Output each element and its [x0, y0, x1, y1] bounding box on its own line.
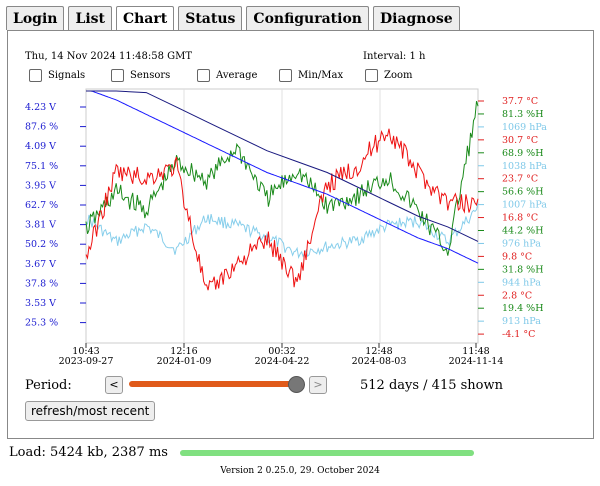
- period-prev-button[interactable]: <: [105, 376, 123, 394]
- left-axis-label: 37.8 %: [25, 278, 58, 289]
- version-info: Version 2 0.25.0, 29. October 2024: [220, 466, 380, 476]
- option-minmax-label: Min/Max: [298, 70, 344, 81]
- zoom-checkbox[interactable]: [365, 69, 378, 82]
- refresh-button[interactable]: refresh/most recent: [25, 401, 156, 421]
- option-average-label: Average: [216, 70, 258, 81]
- left-axis-label: 50.2 %: [25, 239, 58, 250]
- minmax-checkbox[interactable]: [279, 69, 292, 82]
- right-axis-label: 30.7 °C: [502, 135, 538, 146]
- series-line-voltage: [86, 90, 479, 264]
- left-axis-label: 4.23 V: [25, 102, 56, 113]
- left-axis-label: 3.81 V: [25, 220, 56, 231]
- option-sensors-label: Sensors: [130, 70, 171, 81]
- tab-status[interactable]: Status: [178, 6, 243, 30]
- period-slider-knob[interactable]: [287, 376, 305, 393]
- series-line-battery: [86, 90, 479, 242]
- load-progress: [180, 450, 474, 456]
- left-axis-label: 3.53 V: [25, 298, 56, 309]
- right-axis-label: 1038 hPa: [502, 161, 547, 172]
- option-signals-label: Signals: [48, 70, 86, 81]
- right-axis-label: 9.8 °C: [502, 251, 532, 262]
- chart-panel: Thu, 14 Nov 2024 11:48:58 GMT Interval: …: [7, 30, 594, 439]
- left-axis-label: 75.1 %: [25, 161, 58, 172]
- right-axis-label: 976 hPa: [502, 238, 541, 249]
- option-zoom-label: Zoom: [384, 70, 413, 81]
- period-shown: 512 days / 415 shown: [360, 378, 503, 393]
- period-label: Period:: [25, 378, 72, 393]
- tab-diagnose[interactable]: Diagnose: [372, 6, 460, 30]
- option-average[interactable]: Average: [197, 69, 257, 82]
- x-axis-date: 2024-04-22: [255, 356, 310, 367]
- x-axis-time: 11:48: [462, 346, 489, 357]
- right-axis-label: 16.8 °C: [502, 213, 538, 224]
- tab-list[interactable]: List: [68, 6, 112, 30]
- series-line-pressure: [85, 202, 479, 259]
- tab-login[interactable]: Login: [6, 6, 65, 30]
- right-axis-label: 1069 hPa: [502, 122, 547, 133]
- tab-bar: Login List Chart Status Configuration Di…: [6, 6, 460, 32]
- chart-timestamp: Thu, 14 Nov 2024 11:48:58 GMT: [25, 51, 193, 62]
- left-axis-label: 3.95 V: [25, 180, 56, 191]
- signals-checkbox[interactable]: [29, 69, 42, 82]
- left-axis-label: 87.6 %: [25, 122, 58, 133]
- right-axis-label: 56.6 %H: [502, 187, 543, 198]
- right-axis-label: 19.4 %H: [502, 303, 543, 314]
- right-axis-label: 1007 hPa: [502, 200, 547, 211]
- right-axis-label: 31.8 %H: [502, 264, 543, 275]
- left-axis-label: 3.67 V: [25, 259, 56, 270]
- period-slider[interactable]: [129, 376, 305, 393]
- load-progress-fill: [180, 450, 474, 456]
- right-axis-label: 23.7 °C: [502, 174, 538, 185]
- period-slider-track: [129, 381, 296, 387]
- right-axis-label: 44.2 %H: [502, 226, 543, 237]
- option-sensors[interactable]: Sensors: [111, 69, 170, 82]
- load-info: Load: 5424 kb, 2387 ms: [9, 445, 168, 460]
- sensors-checkbox[interactable]: [111, 69, 124, 82]
- period-next-button[interactable]: >: [309, 376, 327, 394]
- x-axis-date: 2023-09-27: [59, 356, 114, 367]
- x-axis-date: 2024-01-09: [157, 356, 212, 367]
- option-signals[interactable]: Signals: [29, 69, 85, 82]
- x-axis-time: 10:43: [72, 346, 99, 357]
- sensor-chart[interactable]: 4.23 V 87.6 % 4.09 V 75.1 % 3.95 V 62.7 % 3.81…: [8, 31, 593, 376]
- right-axis-label: 944 hPa: [502, 277, 541, 288]
- x-axis-date: 2024-11-14: [449, 356, 504, 367]
- tab-chart[interactable]: Chart: [115, 6, 175, 32]
- x-axis-time: 00:32: [268, 346, 295, 357]
- right-axis-label: 913 hPa: [502, 316, 541, 327]
- series-line-temperature: [85, 128, 479, 291]
- right-axis-label: 68.9 %H: [502, 148, 543, 159]
- right-axis-label: -4.1 °C: [502, 329, 535, 340]
- option-minmax[interactable]: Min/Max: [279, 69, 343, 82]
- option-zoom[interactable]: Zoom: [365, 69, 412, 82]
- x-axis-time: 12:48: [365, 346, 392, 357]
- x-axis-date: 2024-08-03: [352, 356, 407, 367]
- tab-configuration[interactable]: Configuration: [246, 6, 369, 30]
- chart-interval: Interval: 1 h: [363, 51, 426, 62]
- right-axis-label: 81.3 %H: [502, 109, 543, 120]
- right-axis-label: 2.8 °C: [502, 290, 532, 301]
- average-checkbox[interactable]: [197, 69, 210, 82]
- right-axis-label: 37.7 °C: [502, 96, 538, 107]
- left-axis-label: 4.09 V: [25, 141, 56, 152]
- left-axis-label: 25.3 %: [25, 318, 58, 329]
- left-axis-label: 62.7 %: [25, 200, 58, 211]
- series-line-humidity: [85, 101, 479, 256]
- x-axis-time: 12:16: [170, 346, 197, 357]
